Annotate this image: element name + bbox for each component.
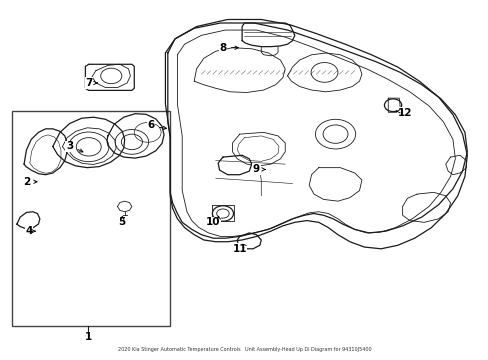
Text: 8: 8 — [219, 43, 226, 53]
Text: 9: 9 — [252, 165, 260, 174]
Text: 2: 2 — [23, 177, 30, 187]
Text: 1: 1 — [85, 332, 92, 342]
Text: 7: 7 — [85, 78, 92, 88]
Text: 10: 10 — [205, 217, 220, 227]
Text: 11: 11 — [232, 244, 246, 254]
Text: 5: 5 — [119, 217, 126, 227]
Text: 6: 6 — [147, 120, 154, 130]
Text: 3: 3 — [66, 141, 73, 152]
Text: 12: 12 — [397, 108, 411, 118]
Bar — [12, 111, 170, 327]
Text: 4: 4 — [25, 226, 33, 236]
Text: 2020 Kia Stinger Automatic Temperature Controls   Unit Assembly-Head Up Di Diagr: 2020 Kia Stinger Automatic Temperature C… — [118, 347, 370, 352]
